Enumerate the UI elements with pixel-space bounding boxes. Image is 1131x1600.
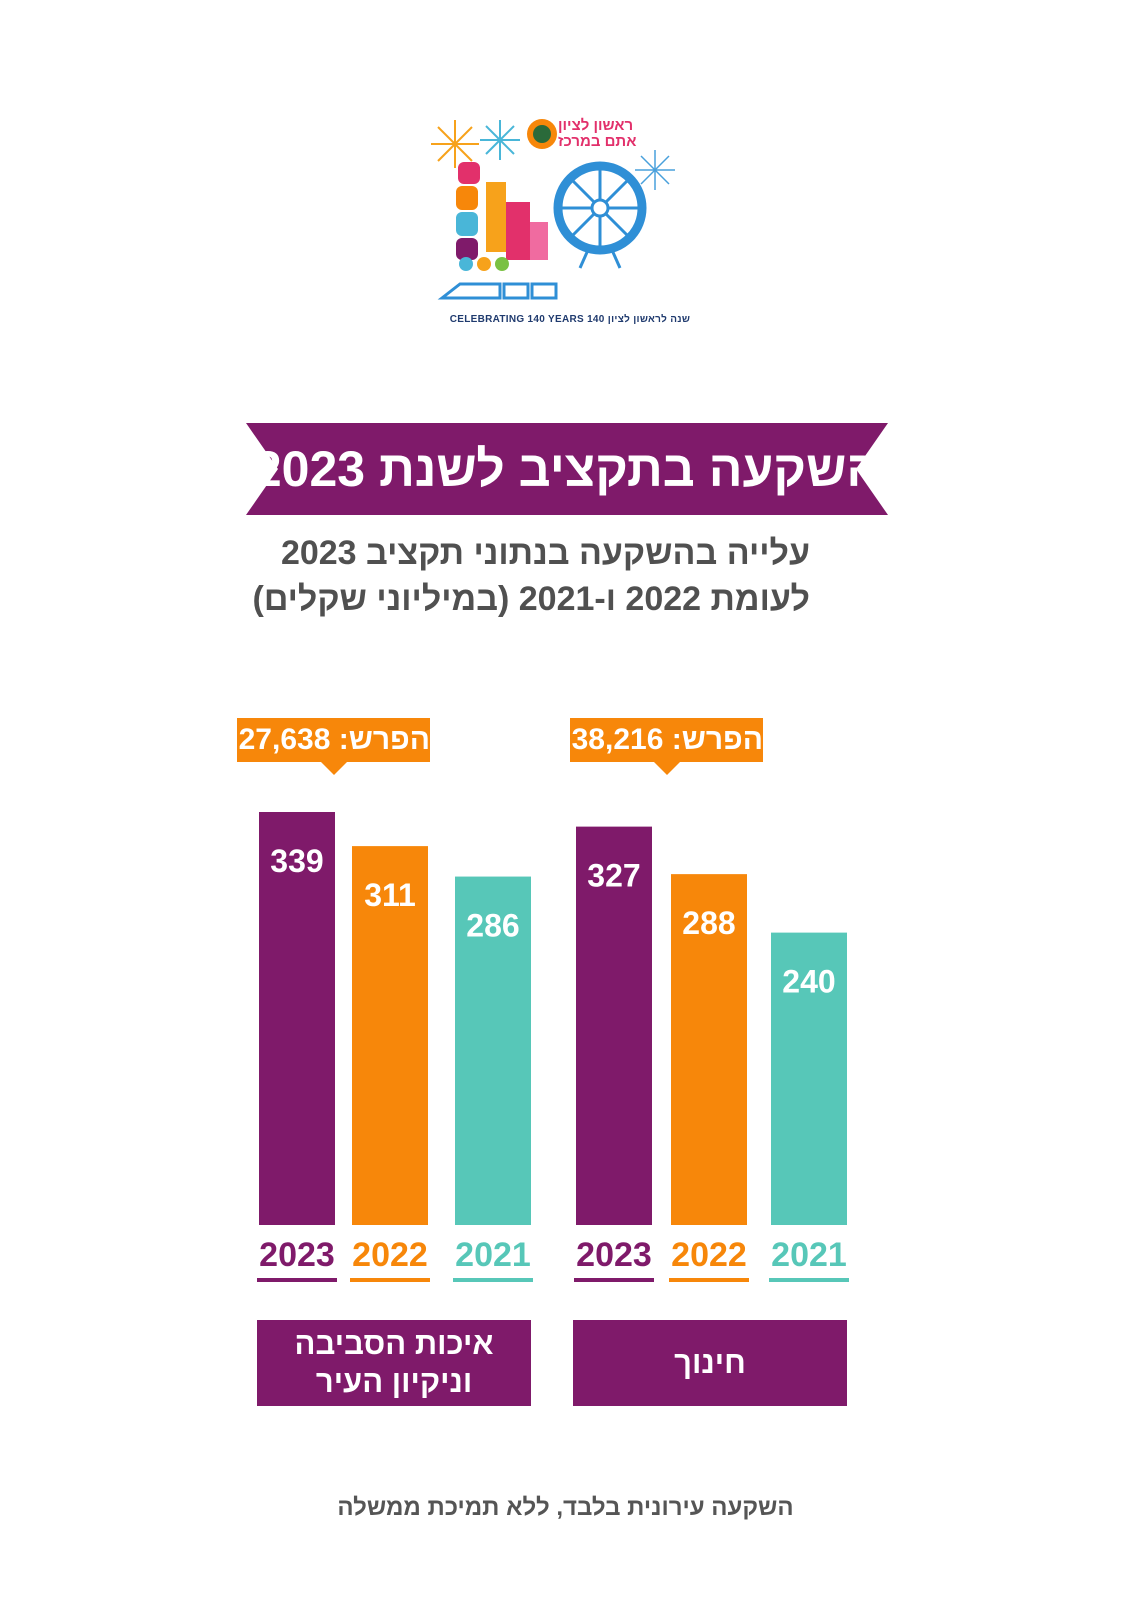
- banner-title: השקעה בתקציב לשנת 2023: [253, 441, 881, 497]
- year-label-environment-2021: 2021: [455, 1236, 531, 1274]
- firework-icon: [480, 120, 520, 160]
- difference-label-environment: הפרש: 27,638 +: [212, 723, 430, 756]
- year-label-environment-2022: 2022: [352, 1236, 428, 1274]
- year-label-education-2022: 2022: [671, 1236, 747, 1274]
- difference-label-education: הפרש: 38,216 +: [545, 723, 763, 756]
- bar-education-2023: [576, 826, 652, 1225]
- value-label-environment-2021: 286: [466, 908, 519, 944]
- logo-title-line1: ראשון לציון: [558, 117, 633, 134]
- year-label-education-2021: 2021: [771, 1236, 847, 1274]
- bar-education-2022: [671, 874, 747, 1225]
- year-underline-education-2023: [574, 1278, 654, 1282]
- city-140-logo: ראשון לציון אתם במרכז 140: [430, 112, 710, 338]
- difference-callout-environment: הפרש: 27,638 +: [212, 718, 430, 775]
- year-label-environment-2023: 2023: [259, 1236, 335, 1274]
- firework-icon: [431, 120, 479, 168]
- logo-title-line2: אתם במרכז: [558, 133, 636, 150]
- bar-environment-2021: [455, 876, 531, 1225]
- title-banner: השקעה בתקציב לשנת 2023: [246, 423, 888, 515]
- year-underline-environment-2021: [453, 1278, 533, 1282]
- value-label-education-2021: 240: [782, 964, 835, 1000]
- year-underline-environment-2022: [350, 1278, 430, 1282]
- bar-environment-2022: [352, 846, 428, 1225]
- bar-education-2021: [771, 932, 847, 1225]
- year-underline-education-2021: [769, 1278, 849, 1282]
- firework-icon: [635, 150, 675, 190]
- category-environment-label: איכות הסביבה וניקיון העיר: [294, 1326, 494, 1399]
- category-environment: איכות הסביבה וניקיון העיר: [257, 1320, 531, 1406]
- subtitle-line2: לעומת 2022 ו-2021 (במיליוני שקלים): [252, 580, 811, 618]
- value-label-environment-2022: 311: [364, 877, 416, 913]
- category-education-label: חינוך: [674, 1345, 746, 1380]
- category-education: חינוך: [573, 1320, 847, 1406]
- year-underline-environment-2023: [257, 1278, 337, 1282]
- difference-callout-education: הפרש: 38,216 +: [545, 718, 763, 775]
- logo-caption: CELEBRATING 140 YEARS 140 שנה לראשון לצי…: [449, 314, 691, 325]
- value-label-environment-2023: 339: [270, 843, 323, 879]
- year-underline-education-2022: [669, 1278, 749, 1282]
- train-icon: [437, 282, 558, 300]
- value-label-education-2023: 327: [587, 858, 640, 894]
- subtitle-line1: עלייה בהשקעה בנתוני תקציב 2023: [280, 534, 810, 572]
- bar-environment-2023: [259, 812, 335, 1225]
- value-label-education-2022: 288: [682, 905, 735, 941]
- footnote: השקעה עירונית בלבד, ללא תמיכת ממשלה: [337, 1494, 794, 1521]
- year-label-education-2023: 2023: [576, 1236, 652, 1274]
